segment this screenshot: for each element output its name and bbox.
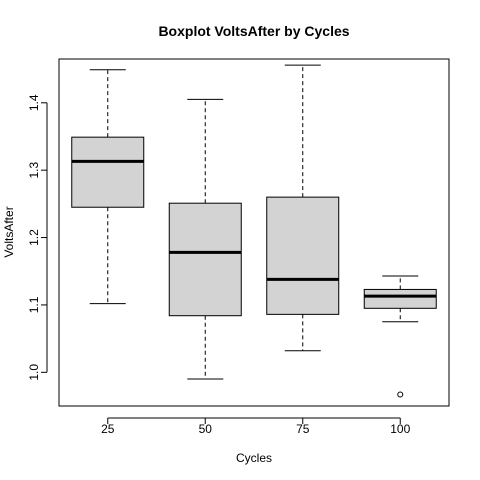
y-tick-label: 1.3 [27, 162, 41, 179]
box-100 [363, 275, 437, 398]
y-axis: 1.0 1.1 1.2 1.3 1.4 [27, 94, 48, 381]
x-axis-label: Cycles [236, 451, 272, 465]
x-tick-label: 50 [199, 422, 213, 436]
y-axis-label: VoltsAfter [2, 206, 16, 257]
box-iqr [363, 288, 437, 309]
box-iqr [168, 202, 242, 317]
y-tick-label: 1.2 [27, 229, 41, 246]
x-axis: 25 50 75 100 [101, 417, 411, 436]
boxes-group [71, 64, 437, 398]
x-tick-label: 75 [296, 422, 310, 436]
box-75 [266, 64, 340, 352]
y-tick-label: 1.1 [27, 296, 41, 313]
box-25 [71, 69, 145, 305]
outlier-point [397, 391, 404, 398]
x-tick-label: 100 [390, 422, 410, 436]
y-tick-label: 1.0 [27, 364, 41, 381]
box-50 [168, 98, 242, 380]
y-tick-label: 1.4 [27, 94, 41, 111]
plot-frame [58, 58, 450, 407]
chart-title: Boxplot VoltsAfter by Cycles [158, 23, 349, 39]
x-tick-label: 25 [101, 422, 115, 436]
box-iqr [266, 196, 340, 315]
box-iqr [71, 136, 145, 208]
